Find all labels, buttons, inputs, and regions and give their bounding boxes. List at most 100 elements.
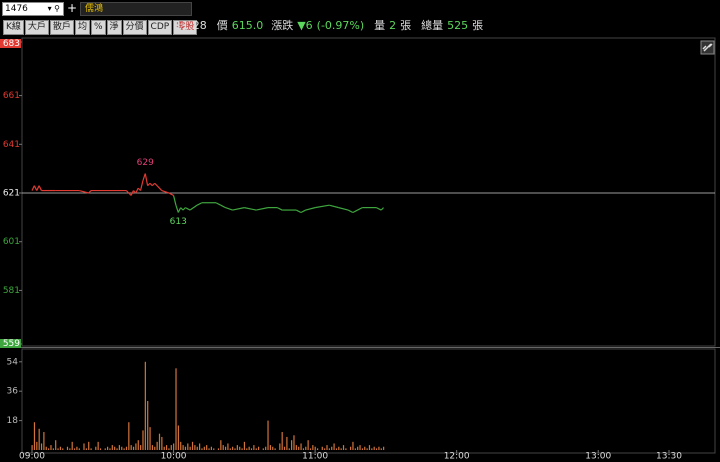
volume-bar bbox=[309, 448, 312, 450]
volume-bar bbox=[144, 361, 146, 450]
price: 615.0 bbox=[231, 19, 264, 32]
price-label: 價 bbox=[216, 19, 228, 32]
volume-bar bbox=[97, 441, 99, 450]
volume-bar bbox=[208, 448, 210, 450]
price-line-segment bbox=[189, 204, 198, 211]
volume-bar bbox=[246, 448, 248, 450]
y-tick-box bbox=[0, 39, 21, 48]
toolbar-button[interactable]: CDP bbox=[147, 20, 173, 35]
volume-bar bbox=[114, 446, 116, 450]
x-tick-label: 11:00 bbox=[302, 452, 328, 462]
volume-bar bbox=[283, 446, 286, 450]
volume-bar bbox=[342, 445, 345, 450]
volume-unit: 張 bbox=[400, 19, 412, 32]
price-line-segment bbox=[347, 209, 354, 214]
volume-bar bbox=[288, 448, 290, 450]
volume-bar bbox=[125, 446, 128, 450]
toolbar-button[interactable]: 淨 bbox=[106, 20, 122, 35]
price-line-segment bbox=[135, 187, 139, 194]
volume-bar bbox=[262, 448, 264, 450]
volume-bar bbox=[340, 448, 342, 450]
volume-bar bbox=[371, 448, 373, 450]
link-icon[interactable] bbox=[700, 40, 715, 55]
volume-bar bbox=[274, 448, 276, 450]
volume-bar bbox=[291, 440, 293, 450]
toolbar-button[interactable]: K線 bbox=[3, 20, 24, 35]
volume-bar bbox=[173, 443, 175, 450]
volume-bar bbox=[324, 448, 326, 450]
search-icon: ▾ ⚲ bbox=[47, 4, 60, 13]
price-line-segment bbox=[256, 207, 269, 211]
time: 11:28 bbox=[175, 19, 207, 32]
price-line-segment bbox=[172, 195, 177, 206]
volume-bar bbox=[191, 441, 194, 450]
price-line-segment bbox=[376, 207, 382, 211]
volume-bar bbox=[265, 446, 267, 450]
volume-bar bbox=[236, 445, 238, 450]
price-line-segment bbox=[130, 190, 134, 196]
extreme-label: 629 bbox=[137, 158, 154, 168]
volume-bar bbox=[298, 446, 300, 450]
toolbar-button[interactable]: 散戶 bbox=[49, 20, 74, 35]
volume-bar bbox=[40, 443, 43, 450]
price-line-segment bbox=[175, 204, 179, 213]
volume-bar bbox=[135, 443, 137, 450]
volume-bar bbox=[118, 445, 120, 450]
price-line-segment bbox=[161, 189, 170, 194]
volume-bar bbox=[380, 448, 382, 450]
volume-bar bbox=[350, 446, 352, 450]
price-line-segment bbox=[38, 185, 42, 191]
volume-bar bbox=[316, 448, 319, 450]
volume-bar bbox=[66, 446, 69, 450]
volume-bar bbox=[33, 422, 36, 450]
volume-bar bbox=[88, 441, 90, 450]
volume-bar bbox=[78, 448, 80, 450]
price-line-segment bbox=[31, 185, 35, 191]
volume-bar bbox=[333, 443, 335, 450]
price-line-segment bbox=[196, 202, 203, 206]
volume-bar bbox=[55, 440, 57, 450]
toolbar-button[interactable]: 分價 bbox=[122, 20, 147, 35]
volume-bar bbox=[99, 448, 102, 450]
y-tick-box bbox=[0, 339, 21, 348]
volume-bar bbox=[31, 445, 33, 450]
y-tick-label: 683 bbox=[3, 39, 20, 49]
x-tick-label: 12:00 bbox=[444, 452, 470, 462]
volume-bar bbox=[373, 446, 375, 450]
volume-bar bbox=[196, 446, 198, 450]
price-line-segment bbox=[352, 209, 358, 214]
volume-bar bbox=[239, 446, 241, 450]
volume-bar bbox=[213, 448, 215, 450]
price-line-segment bbox=[156, 185, 163, 191]
symbol: 1476 bbox=[5, 4, 28, 14]
price-line-segment bbox=[125, 190, 130, 194]
volume-bar bbox=[269, 445, 271, 450]
toolbar-button[interactable]: 大戶 bbox=[24, 20, 49, 35]
price-line-segment bbox=[244, 207, 257, 211]
button-bar: K線 大戶 散戶均% 淨分價 CDP 零股 bbox=[3, 20, 198, 35]
volume-frame bbox=[21, 348, 716, 454]
volume-bar bbox=[71, 441, 73, 450]
volume-bar bbox=[326, 445, 328, 450]
toolbar-button[interactable]: % bbox=[90, 20, 106, 35]
y-tick-label: 581 bbox=[3, 286, 20, 296]
volume-bar bbox=[229, 448, 231, 450]
volume-bar bbox=[241, 448, 243, 450]
volume-bar bbox=[151, 445, 154, 450]
volume-bar bbox=[378, 446, 380, 450]
toolbar-button[interactable]: 零股 bbox=[173, 20, 198, 35]
volume-bar bbox=[106, 446, 109, 450]
add-icon[interactable]: + bbox=[67, 1, 78, 15]
volume-bar bbox=[130, 445, 132, 450]
volume-bar bbox=[281, 432, 283, 450]
symbol-input[interactable]: 1476 ▾ ⚲ bbox=[2, 2, 64, 16]
volume-bar bbox=[177, 425, 179, 450]
volume-bar bbox=[69, 448, 71, 450]
toolbar-button[interactable]: 均 bbox=[74, 20, 90, 35]
volume-bar bbox=[257, 446, 260, 450]
volume-bar bbox=[359, 445, 361, 450]
volume-bar bbox=[243, 441, 246, 450]
volume-bar bbox=[361, 448, 363, 450]
